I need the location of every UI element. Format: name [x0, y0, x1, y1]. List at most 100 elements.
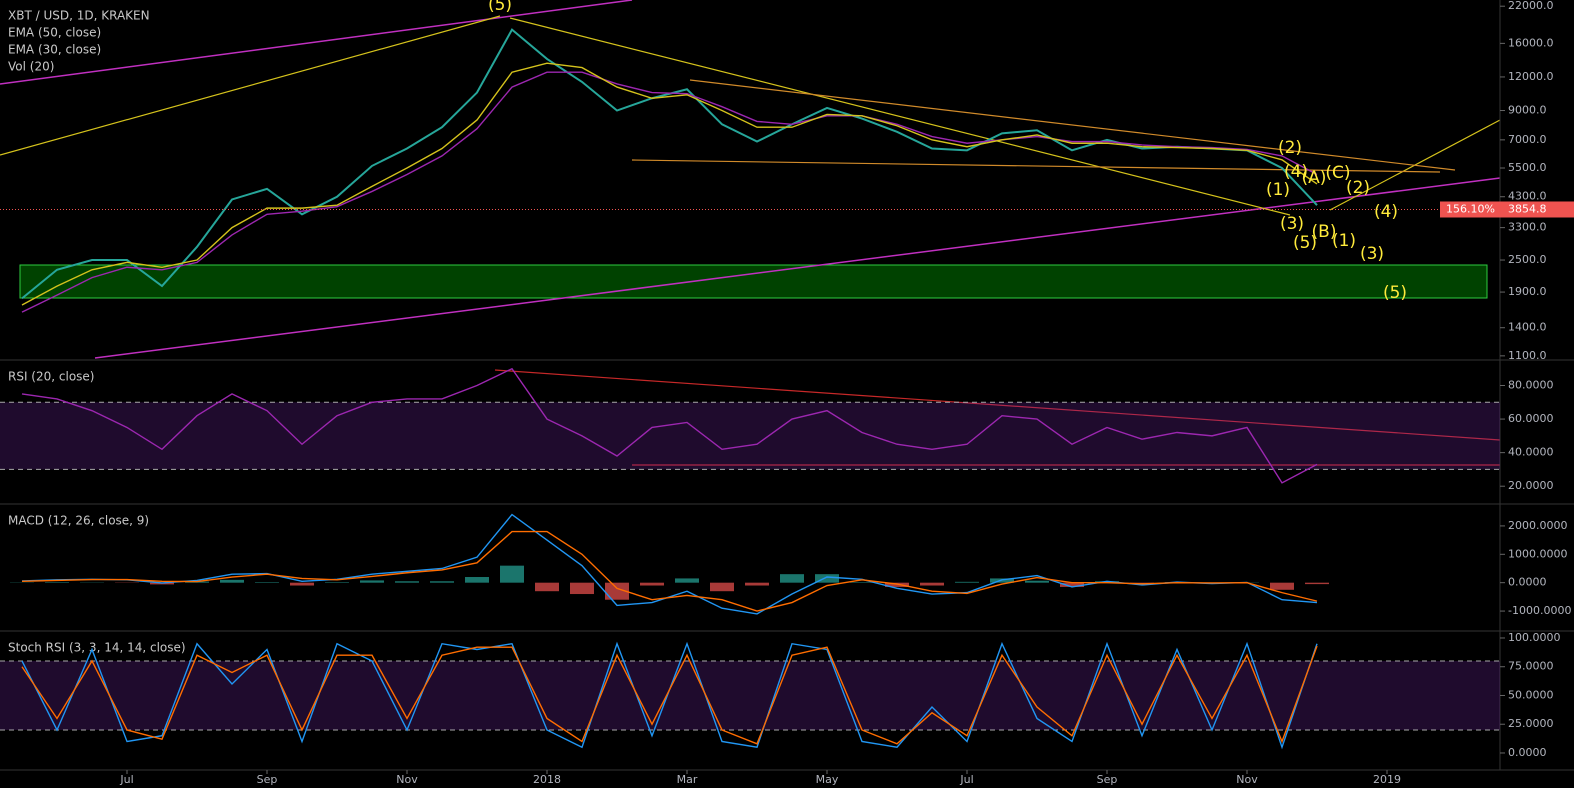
- histogram-bar: [395, 581, 419, 583]
- y-tick-label: 80.0000: [1508, 379, 1554, 392]
- legend-title: XBT / USD, 1D, KRAKEN: [8, 9, 150, 23]
- wave-label: (1): [1332, 231, 1356, 251]
- histogram-bar: [465, 577, 489, 583]
- trend-line: [94, 177, 1501, 359]
- wave-label: (C): [1325, 163, 1350, 183]
- y-tick-label: 2000.0000: [1508, 519, 1568, 532]
- x-tick-label: Mar: [677, 773, 698, 786]
- wave-label: (2): [1278, 138, 1302, 158]
- histogram-bar: [605, 582, 629, 600]
- wave-label: (B): [1312, 222, 1337, 242]
- legend-entry: Vol (20): [8, 60, 54, 74]
- legend-entry: EMA (50, close): [8, 26, 101, 40]
- y-tick-label: 60.0000: [1508, 412, 1554, 425]
- y-tick-label: 1400.0: [1508, 321, 1547, 334]
- y-tick-label: 100.0000: [1508, 631, 1561, 644]
- histogram-bar: [360, 580, 384, 583]
- histogram-bar: [1270, 582, 1294, 590]
- x-tick-label: Jul: [119, 773, 133, 786]
- series-line: [21, 513, 1318, 615]
- wave-label: (3): [1360, 244, 1384, 264]
- histogram-bar: [1305, 582, 1329, 585]
- trend-line: [689, 79, 1456, 171]
- wave-label: (2): [1346, 178, 1370, 198]
- last-price-label: 3854.8: [1508, 202, 1547, 215]
- y-tick-label: 75.0000: [1508, 660, 1554, 673]
- series-line: [21, 367, 1318, 484]
- y-tick-label: 22000.0: [1508, 0, 1554, 12]
- wave-label: (5): [488, 0, 512, 15]
- panel-title: Stoch RSI (3, 3, 14, 14, close): [8, 641, 186, 655]
- histogram-bar: [500, 565, 524, 583]
- histogram-bar: [920, 582, 944, 586]
- histogram-bar: [430, 581, 454, 583]
- histogram-bar: [570, 582, 594, 595]
- panel-title: RSI (20, close): [8, 370, 94, 384]
- band-fill: [0, 402, 1500, 470]
- histogram-bar: [745, 582, 769, 586]
- histogram-bar: [640, 582, 664, 586]
- change-label: 156.10%: [1446, 202, 1495, 215]
- x-tick-label: Sep: [257, 773, 278, 786]
- y-tick-label: 12000.0: [1508, 70, 1554, 83]
- wave-label: (5): [1383, 283, 1407, 303]
- histogram-bar: [220, 579, 244, 583]
- y-tick-label: 1900.0: [1508, 285, 1547, 298]
- wave-label: (4): [1374, 202, 1398, 222]
- y-tick-label: 50.0000: [1508, 688, 1554, 701]
- x-tick-label: 2018: [533, 773, 561, 786]
- histogram-bar: [1025, 580, 1049, 583]
- band-fill: [0, 660, 1500, 730]
- histogram-bar: [45, 582, 69, 583]
- series-line: [21, 645, 1318, 745]
- histogram-bar: [1060, 582, 1084, 587]
- y-tick-label: 20.0000: [1508, 479, 1554, 492]
- trend-line: [509, 17, 1291, 216]
- series-line: [21, 530, 1318, 612]
- y-tick-label: 9000.0: [1508, 104, 1547, 117]
- histogram-bar: [290, 582, 314, 586]
- x-tick-label: 2019: [1373, 773, 1401, 786]
- trend-line: [0, 0, 633, 85]
- histogram-bar: [535, 582, 559, 592]
- y-tick-label: 0.0000: [1508, 746, 1547, 759]
- y-tick-label: 4300.0: [1508, 190, 1547, 203]
- histogram-bar: [780, 574, 804, 583]
- y-tick-label: 2500.0: [1508, 253, 1547, 266]
- histogram-bar: [255, 582, 279, 583]
- trend-line: [494, 369, 1501, 441]
- y-tick-label: 40.0000: [1508, 446, 1554, 459]
- drawings: [0, 0, 1574, 771]
- y-tick-label: 3300.0: [1508, 221, 1547, 234]
- y-tick-label: 1100.0: [1508, 349, 1547, 362]
- y-tick-label: -1000.0000: [1508, 604, 1571, 617]
- x-tick-label: Nov: [396, 773, 418, 786]
- wave-label: (1): [1266, 180, 1290, 200]
- histogram-bar: [710, 582, 734, 592]
- x-tick-label: Jul: [959, 773, 973, 786]
- series-line: [21, 71, 1318, 313]
- wave-label: (A): [1302, 168, 1327, 188]
- price-tag-bg: [1440, 201, 1574, 218]
- y-tick-label: 1000.0000: [1508, 547, 1568, 560]
- x-tick-label: May: [816, 773, 839, 786]
- x-tick-label: Sep: [1097, 773, 1118, 786]
- wave-label: (4): [1284, 162, 1308, 182]
- trend-line: [631, 159, 1441, 173]
- histogram-bar: [850, 582, 874, 583]
- legend-entry: EMA (30, close): [8, 43, 101, 57]
- y-tick-label: 0.0000: [1508, 576, 1547, 589]
- series-line: [21, 28, 1318, 300]
- y-tick-label: 25.0000: [1508, 717, 1554, 730]
- series-line: [21, 62, 1318, 306]
- histogram-bar: [955, 581, 979, 583]
- histogram-bar: [815, 574, 839, 583]
- histogram-bar: [325, 582, 349, 583]
- wave-label: (5): [1293, 233, 1317, 253]
- y-tick-label: 16000.0: [1508, 36, 1554, 49]
- support-zone: [19, 264, 1488, 299]
- wave-label: (3): [1280, 214, 1304, 234]
- x-tick-label: Nov: [1236, 773, 1258, 786]
